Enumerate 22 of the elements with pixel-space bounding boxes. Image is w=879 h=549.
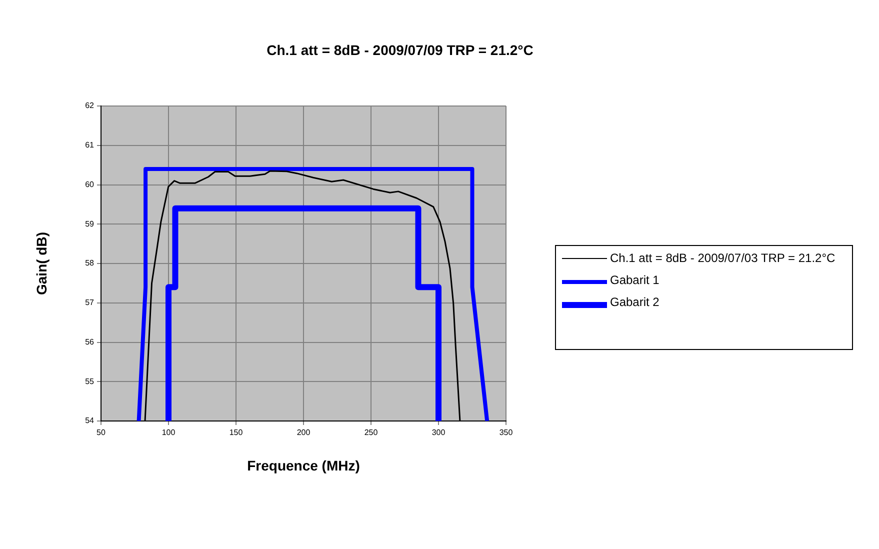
y-tick-label: 59	[85, 219, 95, 228]
y-axis-title: Gain( dB)	[33, 232, 50, 295]
y-tick-label: 62	[85, 101, 95, 110]
y-tick-label: 57	[85, 298, 95, 308]
legend-label: Gabarit 2	[610, 295, 660, 309]
x-axis-title: Frequence (MHz)	[247, 457, 360, 474]
y-tick-label: 56	[85, 337, 95, 346]
x-tick-label: 350	[499, 428, 514, 438]
x-tick-label: 150	[229, 428, 244, 438]
chart-title: Ch.1 att = 8dB - 2009/07/09 TRP = 21.2°C	[266, 42, 534, 58]
x-tick-label: 50	[96, 428, 106, 438]
x-tick-label: 300	[432, 428, 446, 438]
x-tick-label: 100	[162, 428, 176, 438]
y-tick-label: 61	[85, 140, 95, 150]
y-tick-label: 54	[85, 416, 95, 426]
x-tick-label: 250	[364, 428, 378, 438]
legend-label: Gabarit 1	[610, 273, 660, 287]
legend-label: Ch.1 att = 8dB - 2009/07/03 TRP = 21.2°C	[610, 251, 836, 265]
y-tick-label: 58	[85, 258, 95, 268]
y-tick-label: 60	[85, 180, 95, 189]
x-tick-label: 200	[296, 428, 311, 438]
y-tick-label: 55	[85, 376, 95, 386]
